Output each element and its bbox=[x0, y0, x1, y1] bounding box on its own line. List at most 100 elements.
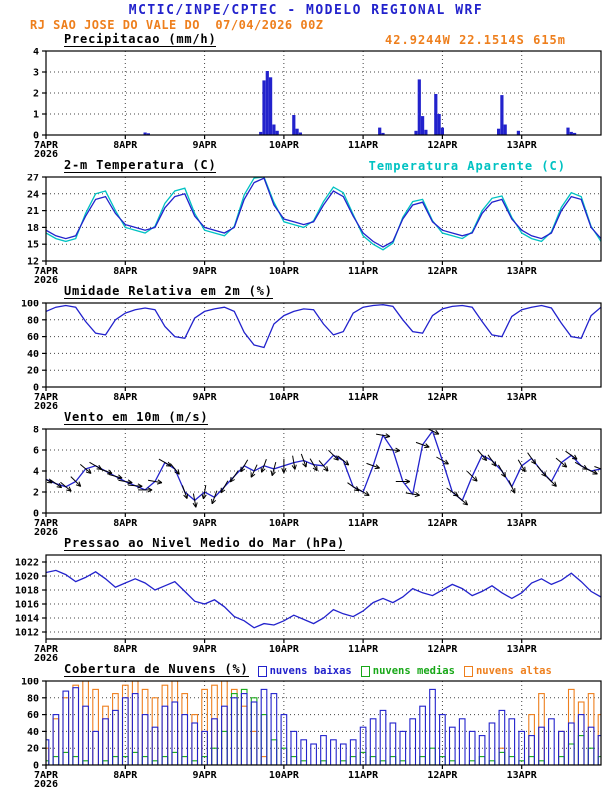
svg-text:11APR: 11APR bbox=[348, 518, 379, 529]
svg-text:12APR: 12APR bbox=[427, 770, 458, 781]
legend-mid-clouds: nuvens medias bbox=[360, 665, 455, 677]
svg-text:13APR: 13APR bbox=[507, 140, 538, 151]
header-subtitle: RJ SAO JOSE DO VALE DO 07/04/2026 00Z bbox=[30, 18, 324, 32]
svg-text:60: 60 bbox=[27, 710, 39, 721]
svg-text:12APR: 12APR bbox=[427, 140, 458, 151]
high-clouds-swatch-icon bbox=[463, 665, 473, 677]
panel-precipitation: Precipitacao (mm/h) 42.9244W 22.1514S 61… bbox=[0, 32, 612, 158]
svg-text:1014: 1014 bbox=[15, 614, 39, 625]
page-header: MCTIC/INPE/CPTEC - MODELO REGIONAL WRF R… bbox=[0, 0, 612, 32]
svg-text:7APR: 7APR bbox=[34, 770, 59, 781]
svg-text:10APR: 10APR bbox=[269, 518, 300, 529]
svg-text:8APR: 8APR bbox=[113, 644, 138, 655]
svg-text:9APR: 9APR bbox=[193, 644, 218, 655]
svg-text:9APR: 9APR bbox=[193, 518, 218, 529]
panel-humidity: Umidade Relativa em 2m (%) 0 20 40 60 80 100 7… bbox=[0, 284, 612, 410]
svg-text:12APR: 12APR bbox=[427, 518, 458, 529]
svg-text:2026: 2026 bbox=[34, 149, 58, 158]
svg-text:18: 18 bbox=[27, 223, 39, 234]
svg-text:0: 0 bbox=[33, 761, 39, 772]
svg-text:11APR: 11APR bbox=[348, 644, 379, 655]
svg-text:12APR: 12APR bbox=[427, 644, 458, 655]
svg-text:0: 0 bbox=[33, 509, 39, 520]
low-clouds-swatch-icon bbox=[257, 665, 267, 677]
panel-clouds: Cobertura de Nuvens (%) nuvens baixas nu… bbox=[0, 662, 612, 788]
temperature-title: 2-m Temperatura (C) bbox=[64, 158, 217, 173]
svg-text:2026: 2026 bbox=[34, 653, 58, 662]
svg-text:9APR: 9APR bbox=[193, 392, 218, 403]
svg-text:0: 0 bbox=[33, 383, 39, 394]
svg-text:13APR: 13APR bbox=[507, 644, 538, 655]
svg-text:7APR: 7APR bbox=[34, 392, 59, 403]
legend-low-clouds: nuvens baixas bbox=[257, 665, 352, 677]
svg-text:2026: 2026 bbox=[34, 779, 58, 788]
svg-text:4: 4 bbox=[33, 48, 39, 58]
svg-text:27: 27 bbox=[27, 174, 39, 184]
svg-text:1022: 1022 bbox=[15, 558, 39, 569]
station-coordinates: 42.9244W 22.1514S 615m bbox=[385, 33, 566, 47]
svg-text:40: 40 bbox=[27, 349, 39, 360]
panel-wind: Vento em 10m (m/s) 0 2 4 6 8 7APR 2026 8APR 9APR… bbox=[0, 410, 612, 536]
svg-text:8APR: 8APR bbox=[113, 140, 138, 151]
svg-text:9APR: 9APR bbox=[193, 770, 218, 781]
svg-text:7APR: 7APR bbox=[34, 140, 59, 151]
header-title: MCTIC/INPE/CPTEC - MODELO REGIONAL WRF bbox=[128, 3, 484, 18]
svg-text:40: 40 bbox=[27, 727, 39, 738]
svg-text:2026: 2026 bbox=[34, 401, 58, 410]
svg-text:13APR: 13APR bbox=[507, 770, 538, 781]
svg-text:8APR: 8APR bbox=[113, 518, 138, 529]
svg-text:10APR: 10APR bbox=[269, 266, 300, 277]
svg-text:24: 24 bbox=[27, 189, 39, 200]
svg-text:13APR: 13APR bbox=[507, 266, 538, 277]
legend-mid-clouds-label: nuvens medias bbox=[372, 665, 455, 677]
svg-text:12APR: 12APR bbox=[427, 392, 458, 403]
svg-text:7APR: 7APR bbox=[34, 644, 59, 655]
svg-text:8: 8 bbox=[33, 426, 39, 436]
svg-text:11APR: 11APR bbox=[348, 770, 379, 781]
svg-text:12APR: 12APR bbox=[427, 266, 458, 277]
clouds-title: Cobertura de Nuvens (%) bbox=[64, 662, 249, 677]
svg-text:100: 100 bbox=[21, 300, 39, 310]
svg-text:2: 2 bbox=[33, 488, 39, 499]
svg-text:2026: 2026 bbox=[34, 275, 58, 284]
svg-text:4: 4 bbox=[33, 467, 39, 478]
precipitation-title: Precipitacao (mm/h) bbox=[64, 32, 217, 47]
svg-text:15: 15 bbox=[27, 240, 39, 251]
svg-text:10APR: 10APR bbox=[269, 392, 300, 403]
humidity-title: Umidade Relativa em 2m (%) bbox=[64, 284, 273, 299]
panel-pressure: Pressao ao Nivel Medio do Mar (hPa) 1012… bbox=[0, 536, 612, 662]
svg-text:0: 0 bbox=[33, 131, 39, 142]
svg-text:1012: 1012 bbox=[15, 628, 39, 639]
svg-text:11APR: 11APR bbox=[348, 392, 379, 403]
svg-text:11APR: 11APR bbox=[348, 266, 379, 277]
svg-text:9APR: 9APR bbox=[193, 266, 218, 277]
svg-text:10APR: 10APR bbox=[269, 644, 300, 655]
svg-text:12: 12 bbox=[27, 257, 39, 268]
svg-text:1016: 1016 bbox=[15, 600, 39, 611]
mid-clouds-swatch-icon bbox=[360, 665, 370, 677]
svg-text:1020: 1020 bbox=[15, 572, 39, 583]
svg-text:7APR: 7APR bbox=[34, 518, 59, 529]
wind-title: Vento em 10m (m/s) bbox=[64, 410, 209, 425]
legend-high-clouds: nuvens altas bbox=[463, 665, 552, 677]
svg-text:1: 1 bbox=[33, 110, 39, 121]
svg-text:2: 2 bbox=[33, 89, 39, 100]
svg-text:1018: 1018 bbox=[15, 586, 39, 597]
apparent-temperature-label: Temperatura Aparente (C) bbox=[368, 159, 566, 173]
svg-text:80: 80 bbox=[27, 315, 39, 326]
svg-text:11APR: 11APR bbox=[348, 140, 379, 151]
svg-text:8APR: 8APR bbox=[113, 392, 138, 403]
svg-text:20: 20 bbox=[27, 744, 39, 755]
panel-temperature: 2-m Temperatura (C) Temperatura Aparente… bbox=[0, 158, 612, 284]
svg-text:13APR: 13APR bbox=[507, 518, 538, 529]
svg-text:13APR: 13APR bbox=[507, 392, 538, 403]
svg-text:3: 3 bbox=[33, 68, 39, 79]
svg-text:60: 60 bbox=[27, 332, 39, 343]
svg-text:9APR: 9APR bbox=[193, 140, 218, 151]
svg-text:6: 6 bbox=[33, 446, 39, 457]
